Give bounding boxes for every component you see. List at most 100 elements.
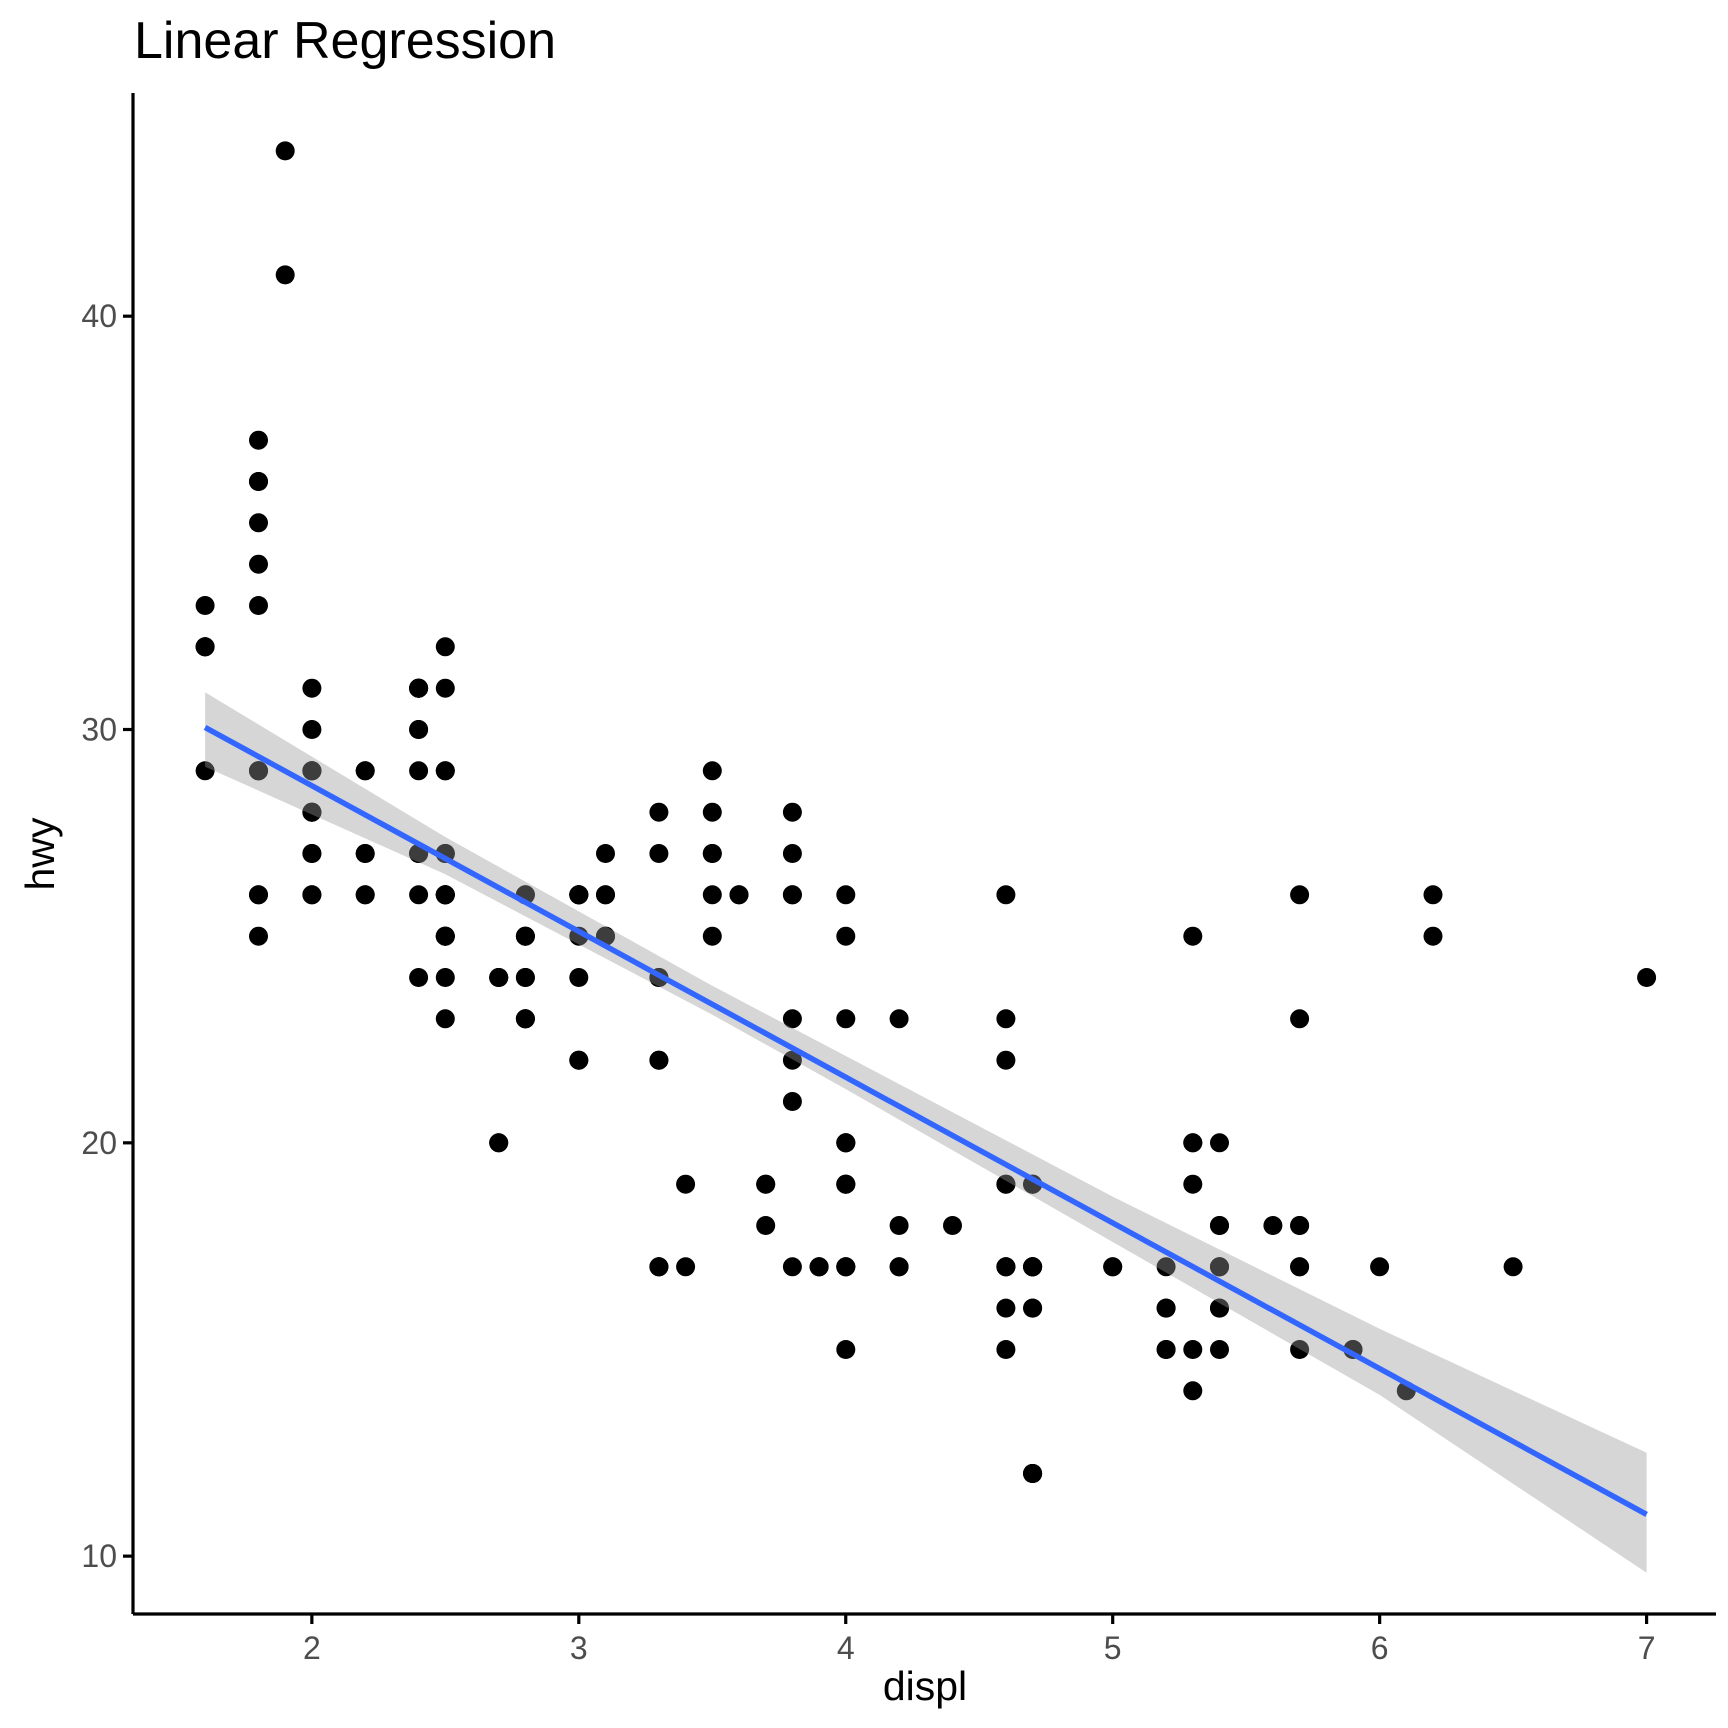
data-point <box>302 761 322 781</box>
data-point <box>649 1050 669 1070</box>
x-tick-label: 5 <box>1104 1630 1122 1666</box>
data-point <box>782 1257 802 1277</box>
data-point <box>702 844 722 863</box>
data-point <box>596 885 615 905</box>
data-point <box>1183 926 1203 946</box>
data-point <box>515 926 535 946</box>
data-point <box>702 926 722 946</box>
y-tick-label: 20 <box>81 1125 117 1161</box>
data-point <box>1290 1009 1310 1029</box>
data-point <box>489 1133 509 1153</box>
data-point <box>649 802 669 822</box>
y-axis-label: hwy <box>17 817 63 890</box>
data-point <box>676 1257 696 1277</box>
data-point <box>249 596 268 615</box>
y-tick-label: 30 <box>81 712 117 748</box>
data-point <box>1156 1298 1176 1318</box>
data-point <box>836 1009 856 1029</box>
data-point <box>782 885 802 905</box>
data-point <box>249 472 268 491</box>
points-layer <box>195 141 1657 1483</box>
data-point <box>275 265 295 285</box>
data-point <box>195 596 215 615</box>
data-point <box>435 637 455 657</box>
data-point <box>249 926 268 946</box>
data-point <box>435 678 455 698</box>
data-point <box>702 761 722 781</box>
data-point <box>435 761 455 781</box>
data-point <box>302 720 322 739</box>
data-point <box>1183 1133 1203 1153</box>
data-point <box>836 1257 856 1277</box>
data-point <box>435 968 455 987</box>
data-point <box>756 1174 776 1194</box>
data-point <box>996 1298 1016 1318</box>
data-point <box>702 802 722 822</box>
data-point <box>302 885 322 905</box>
data-point <box>782 844 802 863</box>
x-axis-ticks: 2 3 4 5 6 7 <box>303 1614 1656 1666</box>
data-point <box>302 802 322 822</box>
data-point <box>756 1216 776 1235</box>
data-point <box>1210 1216 1229 1235</box>
data-point <box>1156 1340 1176 1359</box>
data-point <box>249 761 268 781</box>
data-point <box>435 885 455 905</box>
data-point <box>489 968 509 987</box>
x-tick-label: 7 <box>1638 1630 1656 1666</box>
data-point <box>1210 1340 1229 1359</box>
data-point <box>676 1174 696 1194</box>
data-point <box>355 844 375 863</box>
data-point <box>409 761 429 781</box>
data-point <box>409 678 429 698</box>
data-point <box>1156 1257 1176 1277</box>
data-point <box>435 1009 455 1029</box>
data-point <box>1023 1464 1043 1483</box>
y-tick-label: 40 <box>81 298 117 334</box>
data-point <box>1183 1381 1203 1401</box>
data-point <box>596 844 615 863</box>
data-point <box>302 678 322 698</box>
x-tick-label: 3 <box>570 1630 588 1666</box>
regression-line <box>203 724 1648 1517</box>
data-point <box>996 1009 1016 1029</box>
data-point <box>515 1009 535 1029</box>
data-point <box>435 926 455 946</box>
chart-title: Linear Regression <box>134 12 556 70</box>
confidence-band <box>205 692 1647 1573</box>
data-point <box>249 885 268 905</box>
data-point <box>355 885 375 905</box>
data-point <box>996 1340 1016 1359</box>
data-point <box>836 885 856 905</box>
data-point <box>1210 1133 1229 1153</box>
y-tick-label: 10 <box>81 1538 117 1574</box>
confidence-band-layer <box>205 692 1647 1573</box>
data-point <box>889 1257 909 1277</box>
data-point <box>249 554 268 574</box>
data-point <box>782 802 802 822</box>
data-point <box>889 1216 909 1235</box>
data-point <box>702 885 722 905</box>
data-point <box>996 1257 1016 1277</box>
data-point <box>409 720 429 739</box>
data-point <box>836 1174 856 1194</box>
data-point <box>1423 926 1443 946</box>
data-point <box>649 1257 669 1277</box>
data-point <box>836 1133 856 1153</box>
data-point <box>515 968 535 987</box>
data-point <box>1263 1216 1283 1235</box>
data-point <box>1023 1298 1043 1318</box>
data-point <box>195 761 215 781</box>
data-point <box>1023 1257 1043 1277</box>
data-point <box>355 761 375 781</box>
data-point <box>889 1009 909 1029</box>
data-point <box>1183 1340 1203 1359</box>
data-point <box>1370 1257 1390 1277</box>
y-axis-ticks: 10 20 30 40 <box>81 298 133 1574</box>
data-point <box>409 968 429 987</box>
x-tick-label: 4 <box>837 1630 855 1666</box>
data-point <box>1637 968 1657 987</box>
data-point <box>996 1050 1016 1070</box>
data-point <box>302 844 322 863</box>
data-point <box>275 141 295 161</box>
